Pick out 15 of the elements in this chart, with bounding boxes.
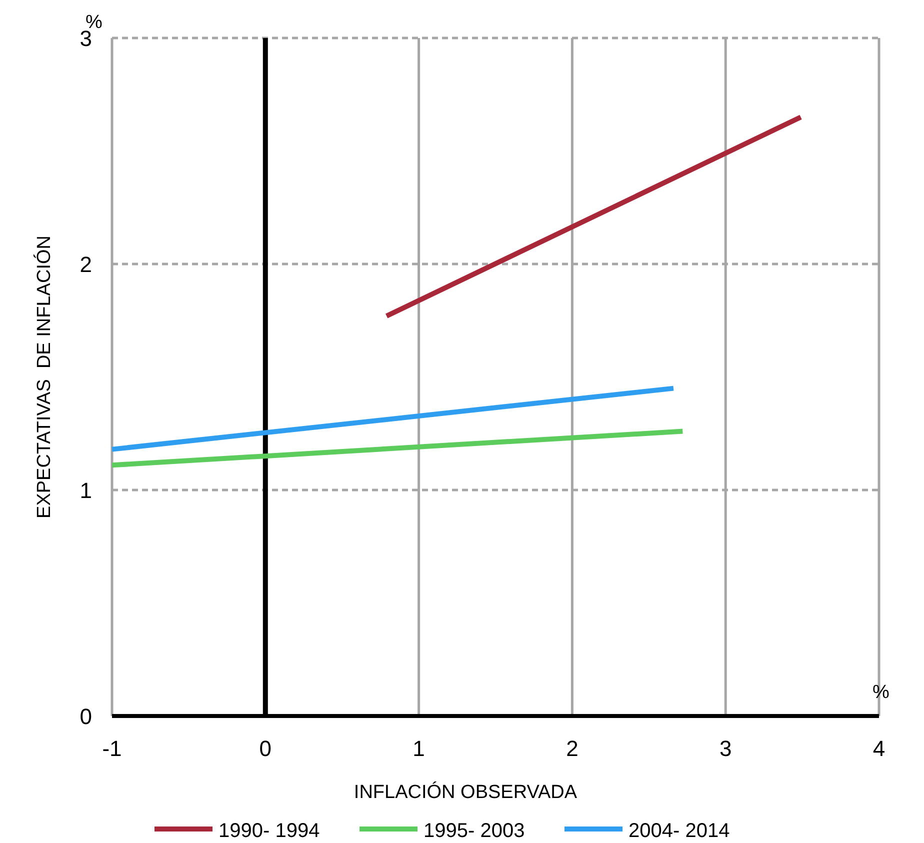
x-tick-label: 0 bbox=[259, 736, 272, 761]
x-axis-title: INFLACIÓN OBSERVADA bbox=[354, 781, 578, 803]
annotation: % bbox=[872, 682, 890, 703]
y-tick-label: 0 bbox=[80, 704, 92, 729]
y-tick-label: 2 bbox=[80, 252, 92, 277]
x-tick-label: 4 bbox=[872, 736, 886, 761]
x-tick-label: 2 bbox=[566, 736, 578, 761]
legend-label: 1995- 2003 bbox=[424, 820, 525, 842]
y-axis-title: EXPECTATIVAS DE INFLACIÓN bbox=[33, 236, 55, 518]
y-tick-label: 1 bbox=[80, 478, 92, 503]
legend-label: 2004- 2014 bbox=[628, 820, 730, 842]
x-tick-label: 3 bbox=[719, 736, 732, 761]
x-tick-label: -1 bbox=[102, 736, 122, 761]
x-tick-label: 1 bbox=[412, 736, 425, 761]
legend-label: 1990- 1994 bbox=[218, 820, 320, 842]
